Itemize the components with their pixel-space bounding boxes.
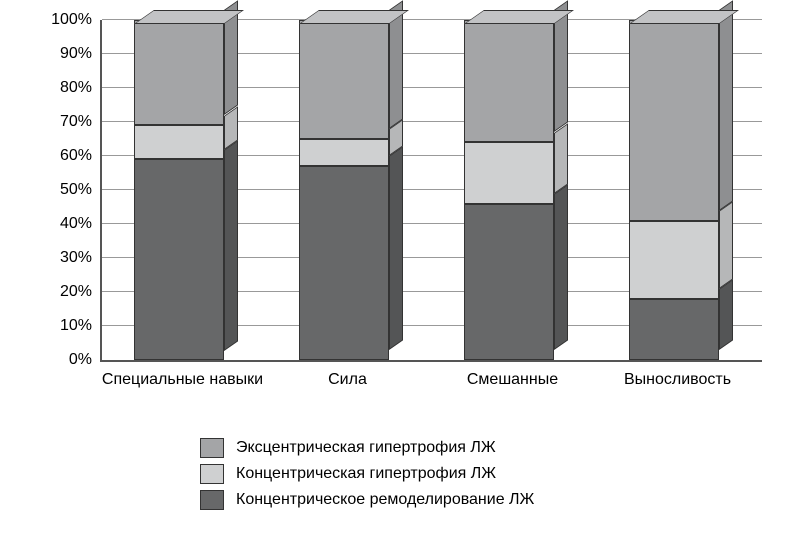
legend-item: Концентрическая гипертрофия ЛЖ [200,464,620,484]
bar-segment [464,20,554,142]
bar [629,20,719,360]
bar-segment [299,20,389,139]
legend-swatch [200,490,224,510]
x-tick-label: Специальные навыки [100,370,265,390]
plot-area [100,20,762,362]
bar [134,20,224,360]
legend-swatch [200,464,224,484]
y-tick-label: 40% [12,215,92,233]
legend-swatch [200,438,224,458]
y-tick-label: 90% [12,45,92,63]
legend-label: Концентрическое ремоделирование ЛЖ [236,491,534,509]
bar-slot [267,20,432,360]
y-tick-label: 30% [12,249,92,267]
x-tick-label: Выносливость [595,370,760,390]
legend-item: Эксцентрическая гипертрофия ЛЖ [200,438,620,458]
y-tick-label: 70% [12,113,92,131]
y-tick-label: 10% [12,317,92,335]
y-tick-label: 80% [12,79,92,97]
legend-label: Концентрическая гипертрофия ЛЖ [236,465,496,483]
bar-segment [464,142,554,203]
x-tick-label: Сила [265,370,430,390]
y-tick-label: 0% [12,351,92,369]
y-tick-label: 100% [12,11,92,29]
bar-segment [629,221,719,299]
bar-segment [629,20,719,221]
bar-segment [134,20,224,125]
bar [299,20,389,360]
bar-slot [597,20,762,360]
bar-segment [299,166,389,360]
bar-segment [134,159,224,360]
bar-segment [299,139,389,166]
x-axis-labels: Специальные навыкиСилаСмешанныеВыносливо… [100,370,760,390]
legend-label: Эксцентрическая гипертрофия ЛЖ [236,439,496,457]
bar-segment [134,125,224,159]
stacked-bar-chart: 0% 10% 20% 30% 40% 50% 60% 70% 80% 90% 100% Специа… [0,0,790,543]
y-tick-label: 60% [12,147,92,165]
legend-item: Концентрическое ремоделирование ЛЖ [200,490,620,510]
bars-container [102,20,762,360]
y-tick-label: 20% [12,283,92,301]
x-tick-label: Смешанные [430,370,595,390]
bar-slot [102,20,267,360]
bar-slot [432,20,597,360]
bar-segment [464,204,554,360]
bar-segment [629,299,719,360]
bar [464,20,554,360]
y-tick-label: 50% [12,181,92,199]
legend: Эксцентрическая гипертрофия ЛЖ Концентрич… [200,438,620,516]
